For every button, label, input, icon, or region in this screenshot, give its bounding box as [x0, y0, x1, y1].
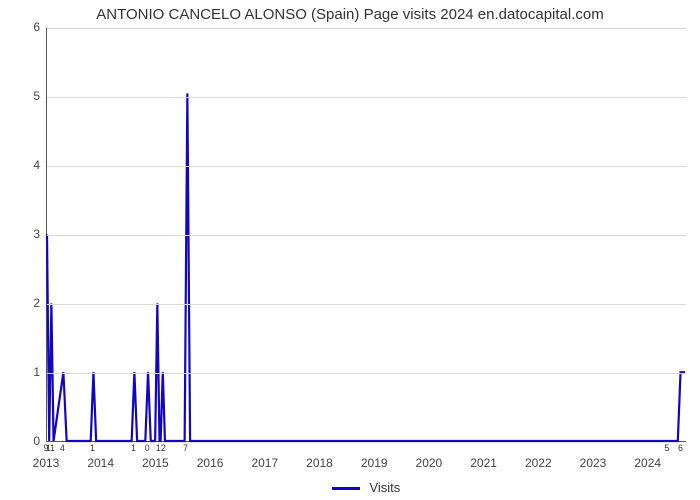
chart-container: ANTONIO CANCELO ALONSO (Spain) Page visi…: [0, 0, 700, 500]
legend-swatch: [332, 487, 360, 490]
legend-label: Visits: [369, 480, 400, 495]
y-tick-label: 4: [0, 158, 40, 172]
gridline: [47, 166, 686, 167]
x-tick-label: 2022: [525, 456, 552, 470]
y-tick-label: 2: [0, 296, 40, 310]
y-tick-label: 1: [0, 365, 40, 379]
x-tick-label: 2016: [197, 456, 224, 470]
sparse-label: 7: [183, 443, 188, 453]
x-tick-label: 2023: [580, 456, 607, 470]
y-tick-label: 5: [0, 89, 40, 103]
x-tick-label: 2024: [634, 456, 661, 470]
y-tick-label: 3: [0, 227, 40, 241]
x-tick-label: 2017: [251, 456, 278, 470]
sparse-label: 11: [46, 443, 55, 453]
sparse-label: 0: [145, 443, 150, 453]
gridline: [47, 28, 686, 29]
gridline: [47, 304, 686, 305]
x-tick-label: 2020: [416, 456, 443, 470]
gridline: [47, 373, 686, 374]
x-tick-label: 2014: [87, 456, 114, 470]
x-tick-label: 2015: [142, 456, 169, 470]
sparse-label: 1: [131, 443, 136, 453]
plot-area: [46, 28, 686, 442]
x-tick-label: 2018: [306, 456, 333, 470]
x-tick-label: 2021: [470, 456, 497, 470]
visits-line: [47, 93, 685, 441]
y-tick-label: 0: [0, 434, 40, 448]
chart-title: ANTONIO CANCELO ALONSO (Spain) Page visi…: [0, 6, 700, 23]
x-tick-label: 2013: [33, 456, 60, 470]
sparse-label: 4: [60, 443, 65, 453]
legend: Visits: [46, 480, 686, 495]
gridline: [47, 97, 686, 98]
sparse-label: 1: [90, 443, 95, 453]
sparse-label: 12: [156, 443, 166, 453]
y-tick-label: 6: [0, 20, 40, 34]
x-tick-label: 2019: [361, 456, 388, 470]
sparse-label: 5: [664, 443, 669, 453]
sparse-label: 6: [678, 443, 683, 453]
gridline: [47, 235, 686, 236]
